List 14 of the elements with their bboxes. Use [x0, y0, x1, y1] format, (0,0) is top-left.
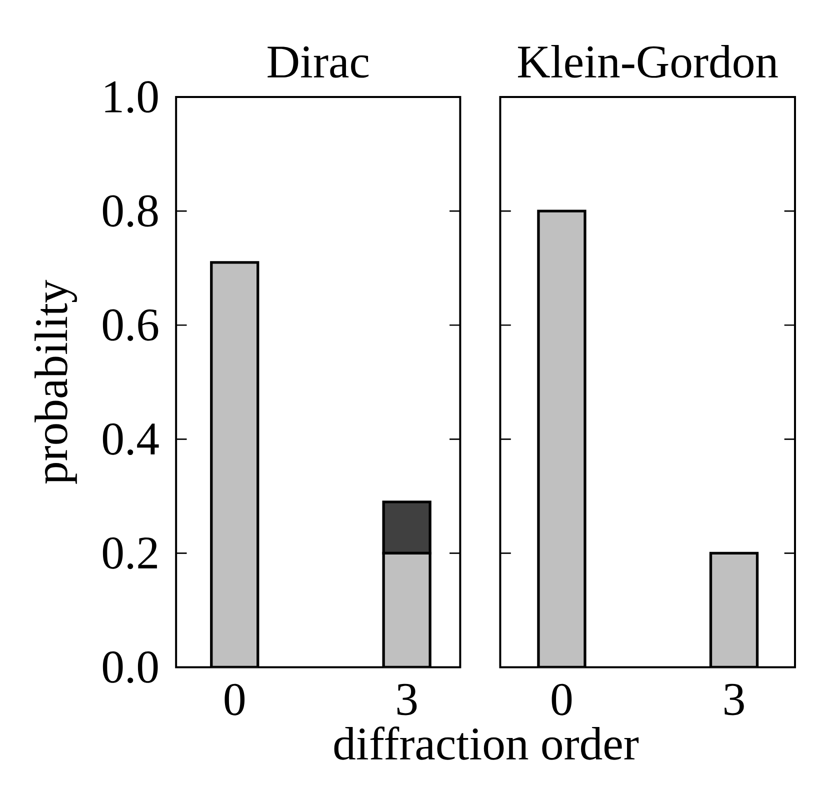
y-tick-label: 0.6: [102, 309, 158, 341]
x-tick-label: 0: [224, 684, 245, 716]
x-tick-label: 3: [397, 684, 417, 716]
x-tick-label: 0: [552, 684, 572, 716]
y-tick-label: 0.8: [102, 195, 158, 227]
x-axis-title: diffraction order: [334, 726, 639, 760]
y-tick-label: 0.0: [102, 651, 158, 683]
y-axis-title: probability: [34, 280, 78, 484]
y-tick-label: 0.4: [102, 423, 159, 455]
y-tick-label: 0.2: [102, 537, 157, 569]
x-tick-label: 3: [724, 684, 744, 716]
y-tick-label: 1.0: [105, 81, 158, 113]
chart-title: Dirac: [268, 46, 369, 78]
chart-title: Klein-Gordon: [518, 44, 778, 78]
